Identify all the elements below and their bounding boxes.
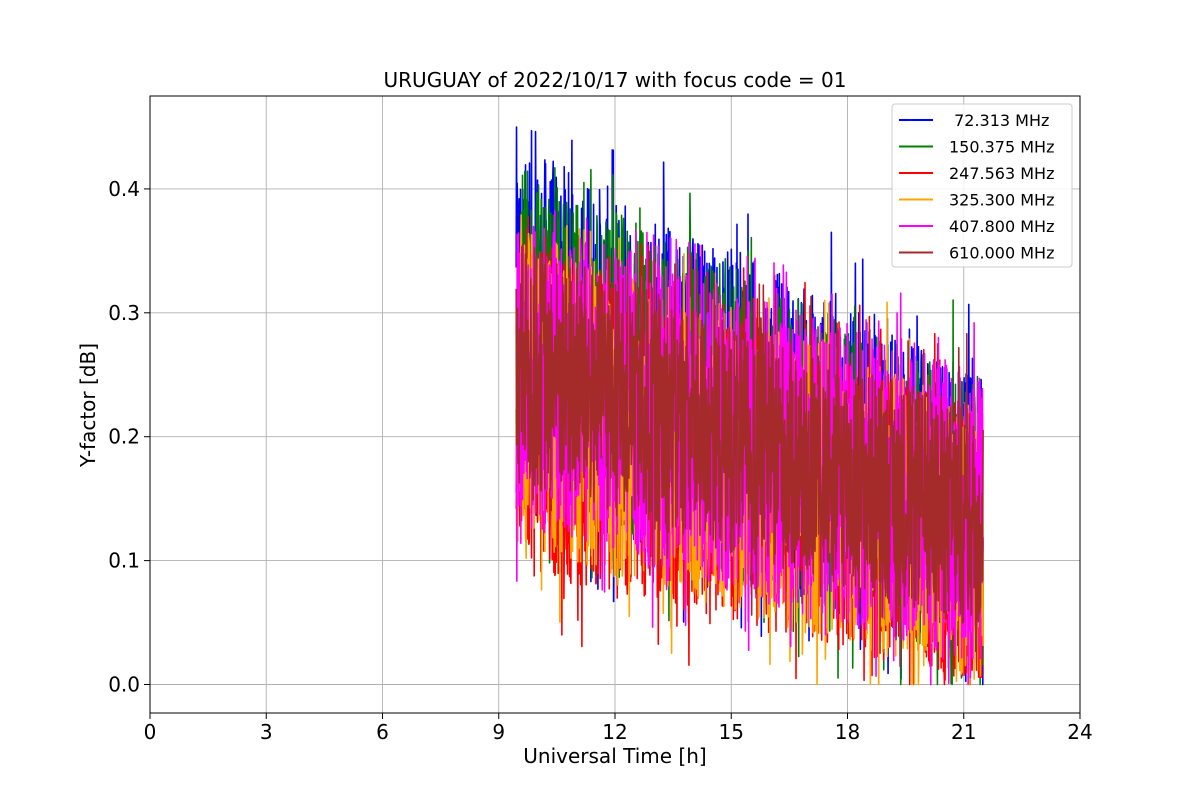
x-axis-label: Universal Time [h] (523, 744, 706, 768)
x-tick-label: 21 (951, 720, 976, 744)
y-axis: 0.0 0.1 0.2 0.3 0.4 (108, 177, 150, 697)
legend-label-4: 407.800 MHz (949, 217, 1054, 236)
y-tick-label: 0.2 (108, 425, 140, 449)
y-tick-label: 0.0 (108, 673, 140, 697)
x-tick-label: 0 (144, 720, 157, 744)
legend-label-1: 150.375 MHz (949, 138, 1054, 157)
y-tick-label: 0.4 (108, 177, 140, 201)
legend-box (891, 103, 1073, 268)
legend: 72.313 MHz 150.375 MHz 247.563 MHz 325.300 … (891, 103, 1073, 268)
x-tick-label: 3 (260, 720, 273, 744)
x-tick-label: 6 (376, 720, 389, 744)
x-tick-label: 18 (835, 720, 860, 744)
y-axis-label: Y-factor [dB] (76, 343, 100, 468)
series-line-5 (515, 227, 984, 671)
x-tick-label: 24 (1067, 720, 1092, 744)
series-layer (515, 126, 984, 686)
legend-label-2: 247.563 MHz (949, 164, 1054, 183)
legend-label-3: 325.300 MHz (949, 191, 1054, 210)
legend-label-5: 610.000 MHz (949, 244, 1054, 263)
x-tick-label: 15 (719, 720, 744, 744)
y-tick-label: 0.1 (108, 549, 140, 573)
x-tick-label: 9 (492, 720, 505, 744)
chart-title: URUGUAY of 2022/10/17 with focus code = … (384, 68, 847, 92)
legend-label-0: 72.313 MHz (949, 111, 1049, 130)
x-tick-label: 12 (602, 720, 627, 744)
y-tick-label: 0.3 (108, 301, 140, 325)
x-axis: 0 3 6 9 12 15 18 21 24 (144, 713, 1093, 744)
